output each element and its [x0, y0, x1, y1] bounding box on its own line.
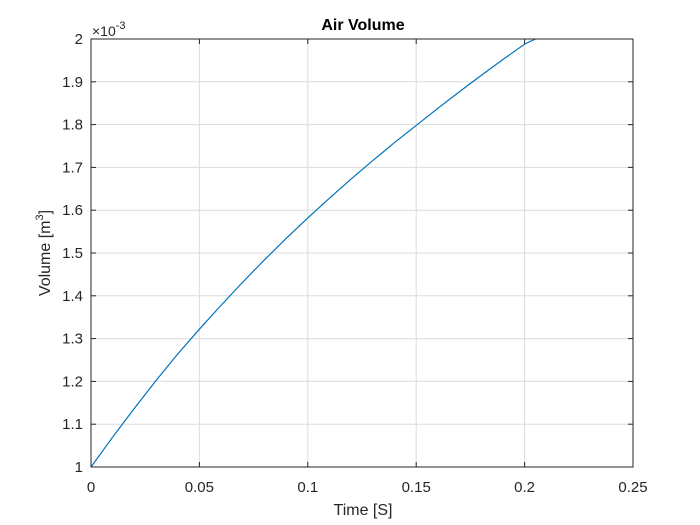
y-tick-label: 1 [75, 459, 83, 476]
tick-marks [90, 38, 634, 468]
chart-title: Air Volume [321, 17, 404, 34]
x-tick-labels: 0 0.05 0.1 0.15 0.2 0.25 [87, 479, 648, 496]
y-tick-label: 1.5 [62, 245, 83, 262]
y-axis-label: Volume [m3] [34, 210, 54, 296]
x-tick-label: 0.05 [185, 479, 214, 496]
y-tick-label: 2 [75, 31, 83, 48]
y-tick-label: 1.1 [62, 416, 83, 433]
x-tick-label: 0.2 [514, 479, 535, 496]
y-tick-label: 1.9 [62, 74, 83, 91]
y-tick-label: 1.3 [62, 331, 83, 348]
x-tick-label: 0.1 [297, 479, 318, 496]
y-tick-label: 1.2 [62, 373, 83, 390]
series-line [90, 38, 536, 468]
y-tick-label: 1.8 [62, 117, 83, 134]
y-tick-label: 1.4 [62, 288, 83, 305]
plot-series [90, 38, 536, 468]
y-tick-label: 1.6 [62, 202, 83, 219]
x-axis-label: Time [S] [334, 502, 393, 519]
grid-lines [90, 38, 634, 468]
y-tick-labels: 1 1.1 1.2 1.3 1.4 1.5 1.6 1.7 1.8 1.9 2 [62, 31, 83, 476]
y-tick-label: 1.7 [62, 159, 83, 176]
x-tick-label: 0.15 [402, 479, 431, 496]
x-tick-label: 0.25 [618, 479, 647, 496]
x-tick-label: 0 [87, 479, 95, 496]
y-axis-exponent: ×10-3 [92, 20, 126, 39]
